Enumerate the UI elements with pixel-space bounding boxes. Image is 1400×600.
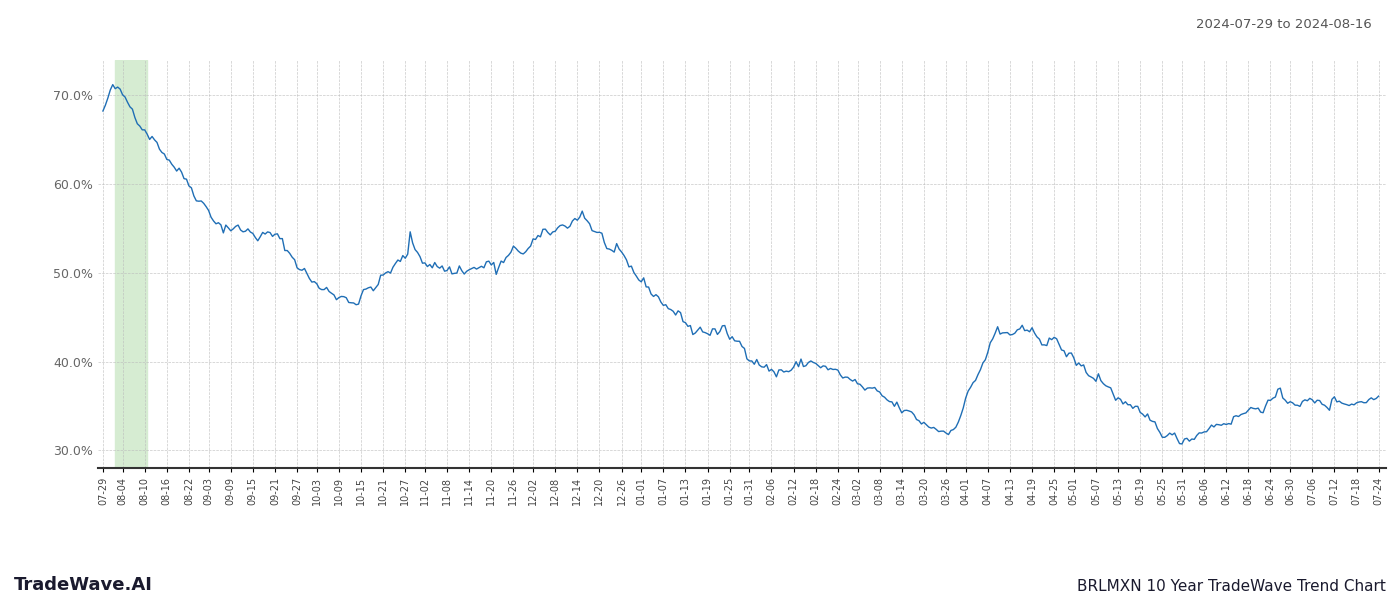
Bar bbox=[115, 60, 147, 468]
Text: 2024-07-29 to 2024-08-16: 2024-07-29 to 2024-08-16 bbox=[1196, 18, 1372, 31]
Text: BRLMXN 10 Year TradeWave Trend Chart: BRLMXN 10 Year TradeWave Trend Chart bbox=[1077, 579, 1386, 594]
Text: TradeWave.AI: TradeWave.AI bbox=[14, 576, 153, 594]
